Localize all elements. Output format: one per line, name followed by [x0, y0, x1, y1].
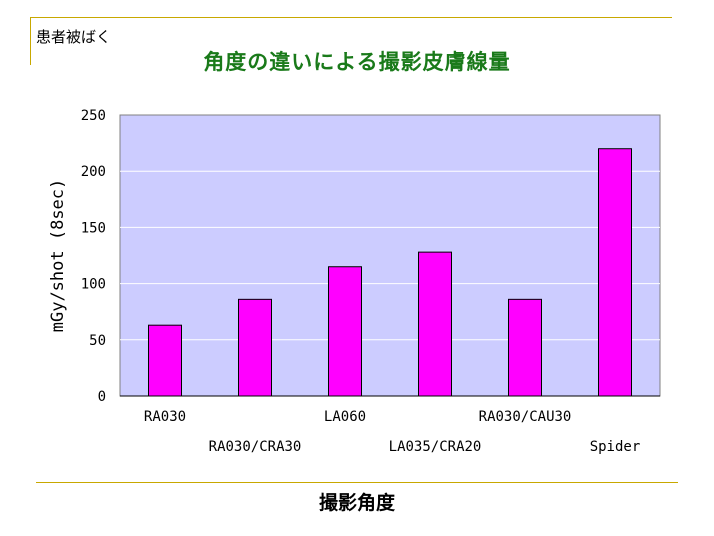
x-tick-label: Spider	[590, 439, 641, 455]
plot-area	[119, 114, 661, 397]
y-tick-label: 50	[89, 333, 106, 349]
bottom-rule	[36, 482, 678, 483]
bar	[328, 266, 362, 397]
section-label: 患者被ばく	[36, 28, 112, 46]
x-axis-title: 撮影角度	[318, 492, 395, 514]
top-rule-vertical	[30, 17, 31, 65]
bar	[238, 298, 272, 397]
bar-chart: 0 50 100 150 200 250 RA030 RA030/CRA30 LA060 LA03…	[48, 108, 661, 455]
chart-title: 角度の違いによる撮影皮膚線量	[203, 50, 511, 74]
y-tick-label: 100	[81, 277, 106, 293]
x-tick-label: LA060	[324, 409, 366, 425]
y-tick-label: 150	[81, 220, 106, 236]
x-tick-label: RA030	[144, 409, 186, 425]
y-tick-label: 200	[81, 164, 106, 180]
y-tick-label: 250	[81, 108, 106, 124]
bar	[598, 148, 632, 397]
x-tick-label: LA035/CRA20	[389, 439, 482, 455]
top-rule	[30, 17, 672, 18]
x-tick-label: RA030/CRA30	[209, 439, 302, 455]
bar	[418, 251, 452, 397]
y-axis-title: mGy/shot (8sec)	[48, 179, 68, 333]
x-tick-label: RA030/CAU30	[479, 409, 572, 425]
bar	[508, 298, 542, 397]
bar	[148, 324, 182, 397]
y-tick-label: 0	[98, 389, 106, 405]
